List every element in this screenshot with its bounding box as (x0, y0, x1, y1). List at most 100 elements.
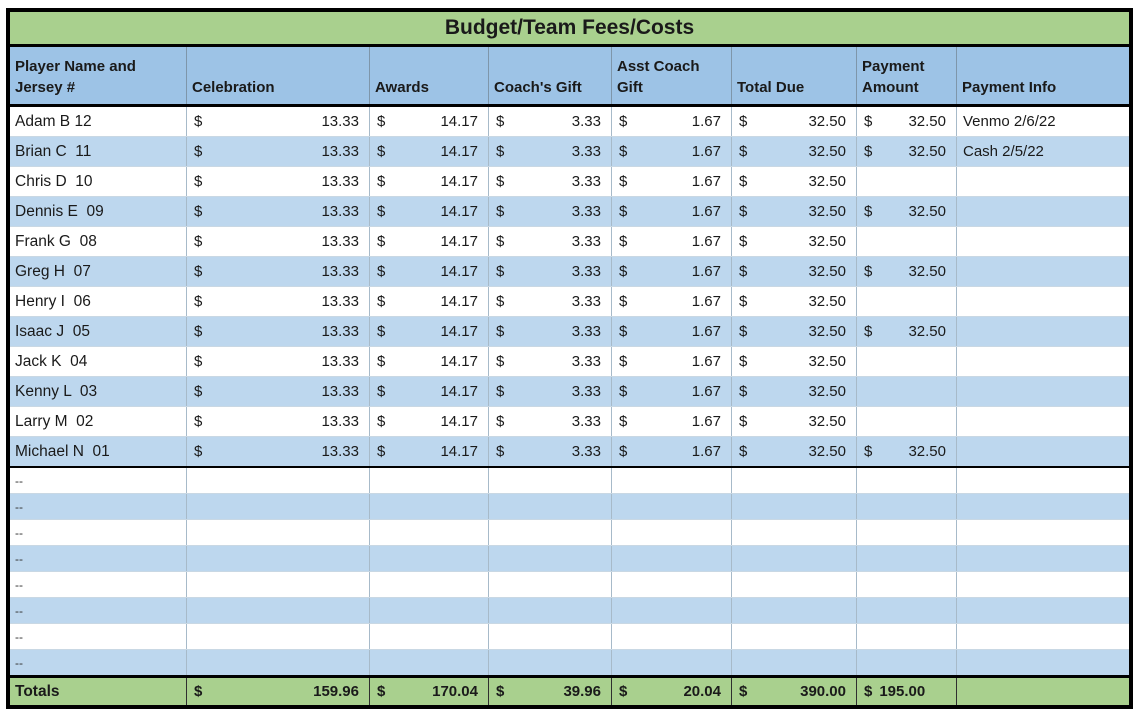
player-name-cell[interactable]: Dennis E 09 (10, 197, 187, 226)
payment-info-cell[interactable]: Venmo 2/6/22 (963, 113, 1056, 130)
coachs-gift-cell[interactable]: $ 3.33 (489, 407, 612, 436)
payment-info-cell[interactable]: Cash 2/5/22 (963, 143, 1044, 160)
column-header-payment-info[interactable]: Payment Info (962, 79, 1057, 97)
asst-coach-gift-cell[interactable]: $ 1.67 (612, 107, 732, 136)
celebration-cell[interactable] (187, 494, 370, 519)
total-due-cell[interactable] (732, 572, 857, 597)
awards-cell[interactable]: $ 14.17 (370, 407, 489, 436)
asst-coach-gift-cell[interactable]: $ 1.67 (612, 437, 732, 466)
awards-cell[interactable]: $ 14.17 (370, 437, 489, 466)
totals-label-cell[interactable]: Totals (10, 678, 187, 705)
player-name-cell[interactable]: -- (10, 546, 187, 571)
total-due-cell[interactable]: $ 32.50 (732, 107, 857, 136)
asst-coach-gift-cell[interactable]: $ 1.67 (612, 347, 732, 376)
payment-info-cell[interactable] (957, 494, 1129, 519)
celebration-cell[interactable]: $ 13.33 (187, 137, 370, 166)
coachs-gift-cell[interactable]: $ 3.33 (489, 137, 612, 166)
awards-cell[interactable] (370, 494, 489, 519)
awards-cell[interactable]: $ 14.17 (370, 377, 489, 406)
totals-coachs-gift-cell[interactable]: $ 39.96 (489, 678, 612, 705)
asst-coach-gift-cell[interactable]: $ 1.67 (612, 137, 732, 166)
player-name-cell[interactable]: Kenny L 03 (10, 377, 187, 406)
totals-celebration-cell[interactable]: $ 159.96 (187, 678, 370, 705)
totals-awards-cell[interactable]: $ 170.04 (370, 678, 489, 705)
asst-coach-gift-cell[interactable]: $ 1.67 (612, 167, 732, 196)
coachs-gift-cell[interactable] (489, 494, 612, 519)
player-name-cell[interactable]: Michael N 01 (10, 437, 187, 466)
payment-amount-cell[interactable] (857, 227, 957, 256)
column-header-payment-amount[interactable]: Payment Amount (857, 47, 957, 104)
awards-cell[interactable] (370, 624, 489, 649)
coachs-gift-cell[interactable]: $ 3.33 (489, 257, 612, 286)
asst-coach-gift-cell[interactable]: $ 1.67 (612, 197, 732, 226)
payment-info-cell[interactable] (957, 287, 1129, 316)
player-name-cell[interactable]: Jack K 04 (10, 347, 187, 376)
asst-coach-gift-cell[interactable] (612, 598, 732, 623)
total-due-cell[interactable]: $ 32.50 (732, 137, 857, 166)
payment-amount-cell[interactable] (857, 520, 957, 545)
total-due-cell[interactable] (732, 624, 857, 649)
totals-total-due-cell[interactable]: $ 390.00 (732, 678, 857, 705)
asst-coach-gift-cell[interactable] (612, 572, 732, 597)
total-due-cell[interactable] (732, 468, 857, 493)
coachs-gift-cell[interactable] (489, 520, 612, 545)
player-name-cell[interactable]: -- (10, 468, 187, 493)
player-name-cell[interactable]: -- (10, 494, 187, 519)
total-due-cell[interactable]: $ 32.50 (732, 287, 857, 316)
payment-amount-cell[interactable] (857, 572, 957, 597)
celebration-cell[interactable]: $ 13.33 (187, 107, 370, 136)
payment-info-cell[interactable] (957, 167, 1129, 196)
total-due-cell[interactable] (732, 650, 857, 675)
awards-cell[interactable]: $ 14.17 (370, 287, 489, 316)
coachs-gift-cell[interactable] (489, 650, 612, 675)
payment-info-cell[interactable] (957, 468, 1129, 493)
table-title-cell[interactable]: Budget/Team Fees/Costs (10, 12, 1129, 47)
celebration-cell[interactable]: $ 13.33 (187, 287, 370, 316)
asst-coach-gift-cell[interactable] (612, 546, 732, 571)
payment-amount-cell[interactable] (857, 347, 957, 376)
awards-cell[interactable] (370, 572, 489, 597)
asst-coach-gift-cell[interactable]: $ 1.67 (612, 257, 732, 286)
column-header-total-due[interactable]: Total Due (732, 47, 857, 104)
total-due-cell[interactable]: $ 32.50 (732, 437, 857, 466)
coachs-gift-cell[interactable] (489, 598, 612, 623)
payment-amount-cell[interactable] (857, 167, 957, 196)
awards-cell[interactable] (370, 598, 489, 623)
asst-coach-gift-cell[interactable] (612, 650, 732, 675)
coachs-gift-cell[interactable] (489, 572, 612, 597)
payment-amount-cell[interactable] (857, 287, 957, 316)
total-due-cell[interactable]: $ 32.50 (732, 257, 857, 286)
payment-amount-cell[interactable] (857, 377, 957, 406)
payment-info-cell[interactable] (957, 572, 1129, 597)
payment-amount-cell[interactable] (857, 598, 957, 623)
player-name-cell[interactable]: Adam B 12 (10, 107, 187, 136)
totals-payment-info-cell[interactable] (957, 678, 1129, 705)
asst-coach-gift-cell[interactable] (612, 624, 732, 649)
player-name-cell[interactable]: -- (10, 572, 187, 597)
payment-amount-cell[interactable] (857, 407, 957, 436)
coachs-gift-cell[interactable]: $ 3.33 (489, 107, 612, 136)
coachs-gift-cell[interactable]: $ 3.33 (489, 377, 612, 406)
coachs-gift-cell[interactable]: $ 3.33 (489, 197, 612, 226)
celebration-cell[interactable]: $ 13.33 (187, 197, 370, 226)
asst-coach-gift-cell[interactable] (612, 520, 732, 545)
total-due-cell[interactable]: $ 32.50 (732, 197, 857, 226)
celebration-cell[interactable] (187, 624, 370, 649)
coachs-gift-cell[interactable] (489, 546, 612, 571)
payment-info-cell[interactable] (957, 407, 1129, 436)
player-name-cell[interactable]: Isaac J 05 (10, 317, 187, 346)
awards-cell[interactable]: $ 14.17 (370, 167, 489, 196)
celebration-cell[interactable]: $ 13.33 (187, 227, 370, 256)
payment-amount-cell[interactable]: $ 32.50 (857, 137, 957, 166)
asst-coach-gift-cell[interactable]: $ 1.67 (612, 227, 732, 256)
payment-info-cell[interactable] (957, 598, 1129, 623)
payment-info-cell[interactable] (957, 257, 1129, 286)
coachs-gift-cell[interactable] (489, 624, 612, 649)
celebration-cell[interactable]: $ 13.33 (187, 317, 370, 346)
celebration-cell[interactable]: $ 13.33 (187, 407, 370, 436)
totals-payment-amount-cell[interactable]: $ 195.00 (857, 678, 957, 705)
awards-cell[interactable]: $ 14.17 (370, 227, 489, 256)
payment-amount-cell[interactable] (857, 624, 957, 649)
payment-info-cell[interactable] (957, 520, 1129, 545)
total-due-cell[interactable]: $ 32.50 (732, 377, 857, 406)
